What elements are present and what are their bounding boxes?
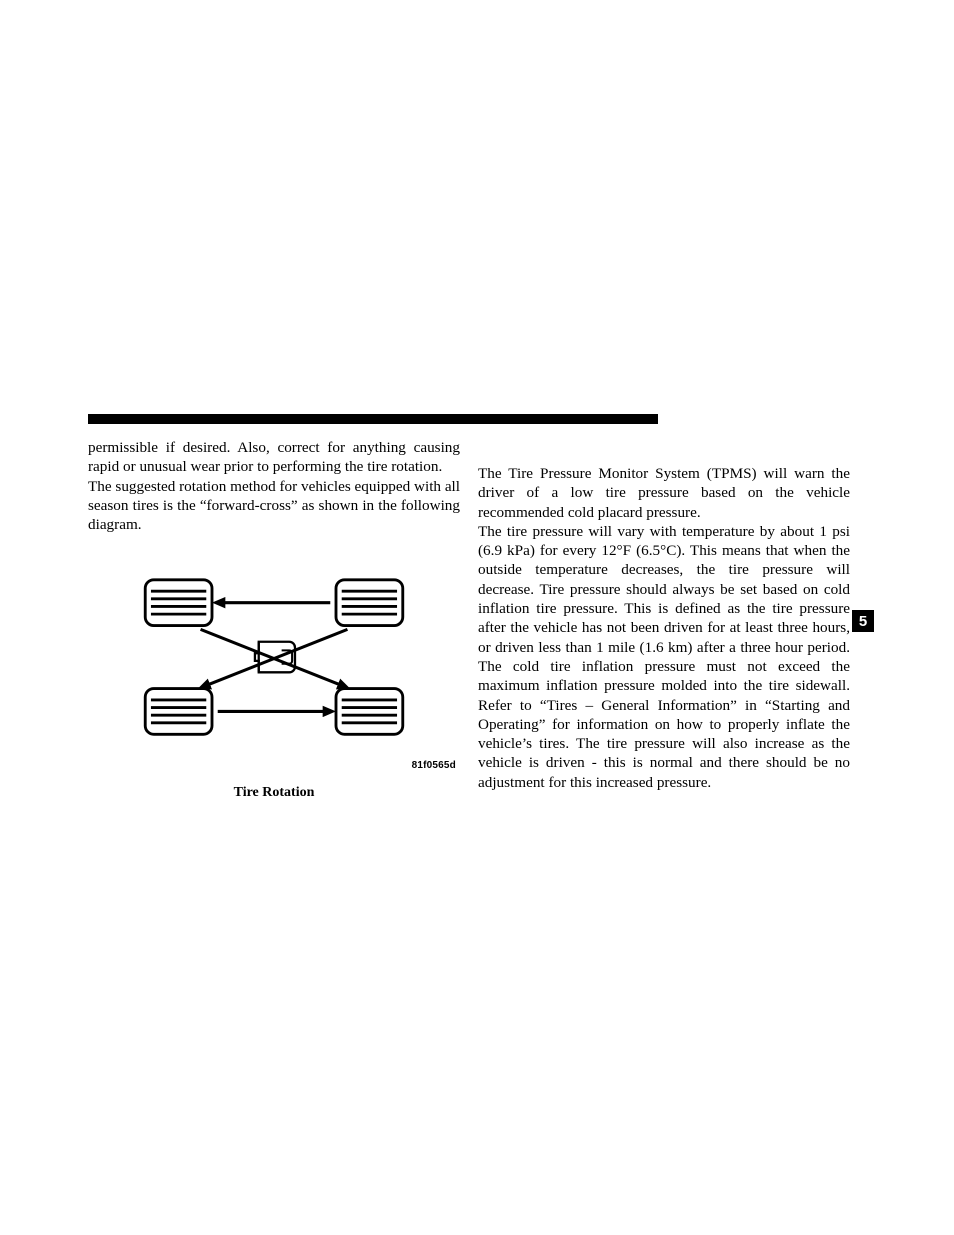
right-column: The Tire Pressure Monitor System (TPMS) … — [478, 438, 850, 802]
arrow-front-left-to-rear-right — [201, 630, 340, 685]
right-para-2: The tire pressure will vary with tempera… — [478, 522, 850, 792]
figure-id-row: 81f0565d — [88, 760, 460, 776]
left-para-1: permissible if desired. Also, correct fo… — [88, 438, 460, 477]
tire-rotation-figure: 81f0565d Tire Rotation — [88, 558, 460, 802]
right-para-1: The Tire Pressure Monitor System (TPMS) … — [478, 464, 850, 522]
left-para-2: The suggested rotation method for vehicl… — [88, 477, 460, 535]
content-area: permissible if desired. Also, correct fo… — [88, 414, 850, 802]
two-column-layout: permissible if desired. Also, correct fo… — [88, 438, 850, 802]
left-column: permissible if desired. Also, correct fo… — [88, 438, 460, 802]
tire-front-right-icon — [336, 580, 403, 626]
figure-id-label: 81f0565d — [412, 760, 456, 773]
figure-caption: Tire Rotation — [88, 784, 460, 802]
section-tab: 5 — [852, 610, 874, 632]
page: permissible if desired. Also, correct fo… — [0, 0, 954, 1235]
tire-front-left-icon — [145, 580, 212, 626]
header-rule — [88, 414, 658, 424]
tire-rotation-diagram — [88, 558, 460, 758]
arrow-front-right-to-rear-left — [208, 630, 347, 685]
section-tab-number: 5 — [859, 613, 867, 630]
tire-rear-right-icon — [336, 689, 403, 735]
tire-rear-left-icon — [145, 689, 212, 735]
right-column-top-spacer — [478, 438, 850, 464]
